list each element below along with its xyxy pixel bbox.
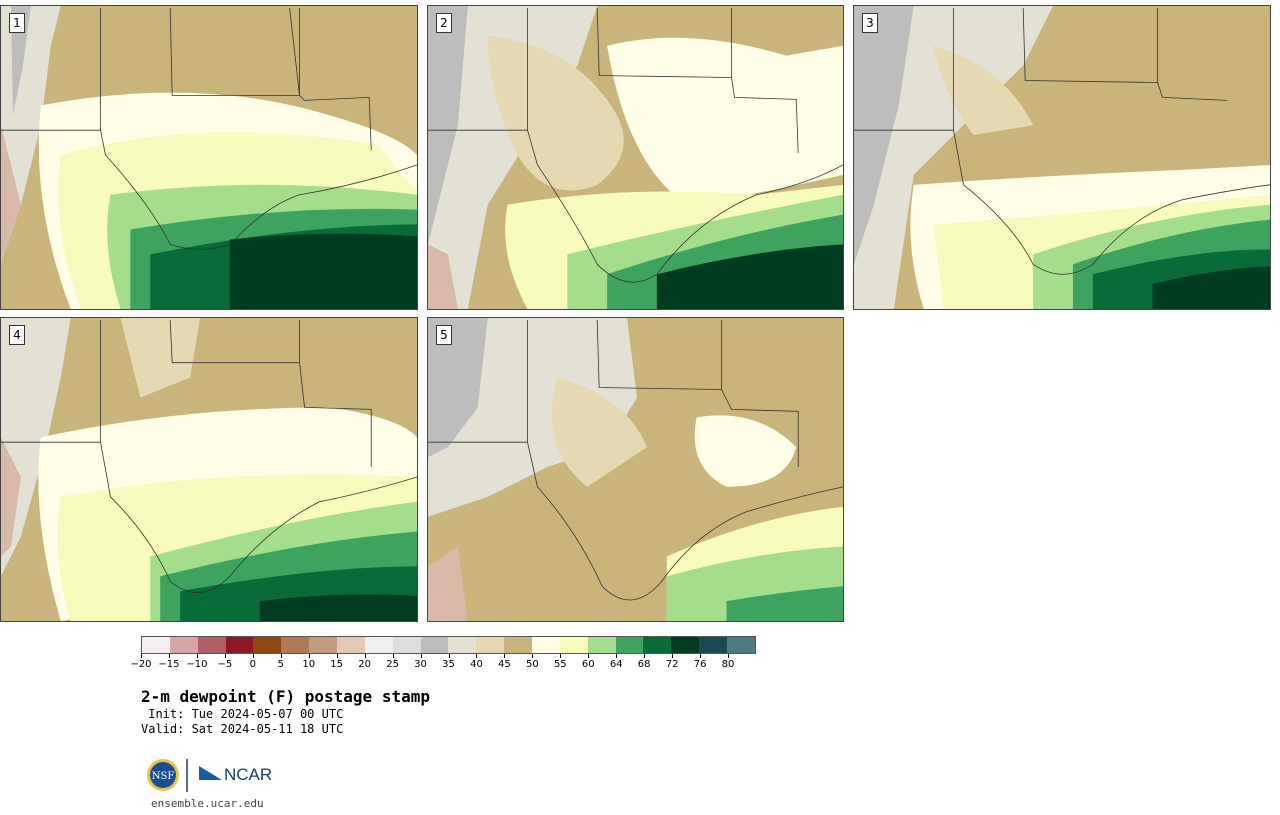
colorbar-segment bbox=[448, 637, 477, 653]
colorbar-tick bbox=[532, 654, 534, 658]
colorbar-tick bbox=[141, 654, 142, 658]
colorbar-segment bbox=[587, 637, 616, 653]
colorbar-tick bbox=[616, 654, 618, 658]
colorbar-segment bbox=[142, 637, 170, 653]
colorbar-tick bbox=[700, 654, 702, 658]
colorbar-segment bbox=[476, 637, 505, 653]
colorbar-tick-label: −10 bbox=[186, 659, 208, 670]
colorbar-segment bbox=[671, 637, 700, 653]
colorbar-segment bbox=[615, 637, 644, 653]
colorbar-tick bbox=[392, 654, 394, 658]
colorbar-tick-label: 72 bbox=[665, 659, 679, 670]
colorbar-tick-label: 30 bbox=[414, 659, 427, 670]
valid-time: Valid: Sat 2024-05-11 18 UTC bbox=[141, 722, 344, 736]
colorbar-tick bbox=[280, 654, 282, 658]
colorbar-tick bbox=[644, 654, 646, 658]
colorbar-tick bbox=[252, 654, 254, 658]
dewpoint-map-3 bbox=[854, 6, 1270, 309]
colorbar-segment bbox=[532, 637, 560, 653]
dewpoint-map-4 bbox=[1, 318, 417, 621]
colorbar-segment bbox=[309, 637, 338, 653]
colorbar-tick-label: 68 bbox=[637, 659, 651, 670]
panel-number-label: 3 bbox=[862, 13, 878, 33]
colorbar-tick-label: 80 bbox=[721, 659, 735, 670]
colorbar-tick-label: 15 bbox=[330, 659, 344, 670]
colorbar-segment bbox=[337, 637, 365, 653]
colorbar-tick bbox=[588, 654, 590, 658]
dewpoint-map-2 bbox=[428, 6, 843, 309]
colorbar-tick-label: 25 bbox=[386, 659, 399, 670]
panel-number-label: 4 bbox=[9, 325, 25, 345]
map-panel-3: 3 bbox=[853, 5, 1271, 310]
map-panel-4: 4 bbox=[0, 317, 418, 622]
colorbar-tick bbox=[504, 654, 506, 658]
colorbar-tick-label: −20 bbox=[130, 659, 152, 670]
map-panel-2: 2 bbox=[427, 5, 844, 310]
colorbar-tick bbox=[168, 654, 170, 658]
colorbar bbox=[141, 636, 756, 654]
colorbar-tick-label: −15 bbox=[158, 659, 180, 670]
colorbar-tick-label: −5 bbox=[217, 659, 233, 670]
colorbar-tick-label: 55 bbox=[553, 659, 567, 670]
colorbar-tick bbox=[336, 654, 338, 658]
colorbar-tick bbox=[560, 654, 562, 658]
colorbar-tick-label: 40 bbox=[470, 659, 483, 670]
colorbar-tick-label: 5 bbox=[277, 659, 284, 670]
colorbar-ticks: −20 −15 −10 −5 0 5 10 15 20 25 30 35 40 45 50 55 60 64 68 7… bbox=[130, 654, 756, 674]
panel-number-label: 1 bbox=[9, 13, 25, 33]
colorbar-segment bbox=[225, 637, 254, 653]
colorbar-tick-label: 0 bbox=[249, 659, 256, 670]
colorbar-tick-label: 45 bbox=[498, 659, 511, 670]
map-panel-5: 5 bbox=[427, 317, 844, 622]
colorbar-tick bbox=[308, 654, 310, 658]
colorbar-tick-label: 60 bbox=[581, 659, 595, 670]
panel-number-label: 5 bbox=[436, 325, 452, 345]
colorbar-tick-label: 10 bbox=[302, 659, 316, 670]
colorbar-tick bbox=[448, 654, 450, 658]
colorbar-tick-label: 76 bbox=[693, 659, 707, 670]
colorbar-tick bbox=[728, 654, 730, 658]
nsf-logo-icon: NSF bbox=[147, 759, 179, 791]
colorbar-segment bbox=[727, 637, 755, 653]
svg-text:NCAR: NCAR bbox=[224, 765, 272, 784]
colorbar-tick bbox=[196, 654, 198, 658]
colorbar-segment bbox=[559, 637, 588, 653]
chart-title: 2-m dewpoint (F) postage stamp bbox=[141, 687, 430, 706]
colorbar-tick-label: 64 bbox=[609, 659, 623, 670]
colorbar-tick bbox=[224, 654, 226, 658]
colorbar-segment bbox=[281, 637, 310, 653]
dewpoint-map-1 bbox=[1, 6, 417, 309]
map-panel-1: 1 bbox=[0, 5, 418, 310]
colorbar-segment bbox=[420, 637, 449, 653]
colorbar-segment bbox=[504, 637, 533, 653]
colorbar-tick bbox=[476, 654, 478, 658]
dewpoint-map-5 bbox=[428, 318, 843, 621]
colorbar-segment bbox=[253, 637, 282, 653]
nsf-ncar-logo: NSF NCAR bbox=[144, 756, 284, 796]
colorbar-tick-label: 20 bbox=[358, 659, 371, 670]
website-url: ensemble.ucar.edu bbox=[151, 797, 264, 810]
colorbar-tick bbox=[420, 654, 422, 658]
colorbar-segment bbox=[169, 637, 198, 653]
ncar-logo-icon: NCAR bbox=[199, 765, 272, 784]
panel-number-label: 2 bbox=[436, 13, 452, 33]
colorbar-segment bbox=[197, 637, 226, 653]
colorbar-tick-label: 50 bbox=[525, 659, 539, 670]
colorbar-segment bbox=[699, 637, 728, 653]
colorbar-segment bbox=[364, 637, 393, 653]
colorbar-segment bbox=[392, 637, 421, 653]
colorbar-tick-label: 35 bbox=[442, 659, 455, 670]
colorbar-segment bbox=[643, 637, 672, 653]
colorbar-tick bbox=[364, 654, 366, 658]
svg-text:NSF: NSF bbox=[152, 771, 175, 782]
colorbar-tick bbox=[672, 654, 674, 658]
init-time: Init: Tue 2024-05-07 00 UTC bbox=[141, 707, 344, 721]
